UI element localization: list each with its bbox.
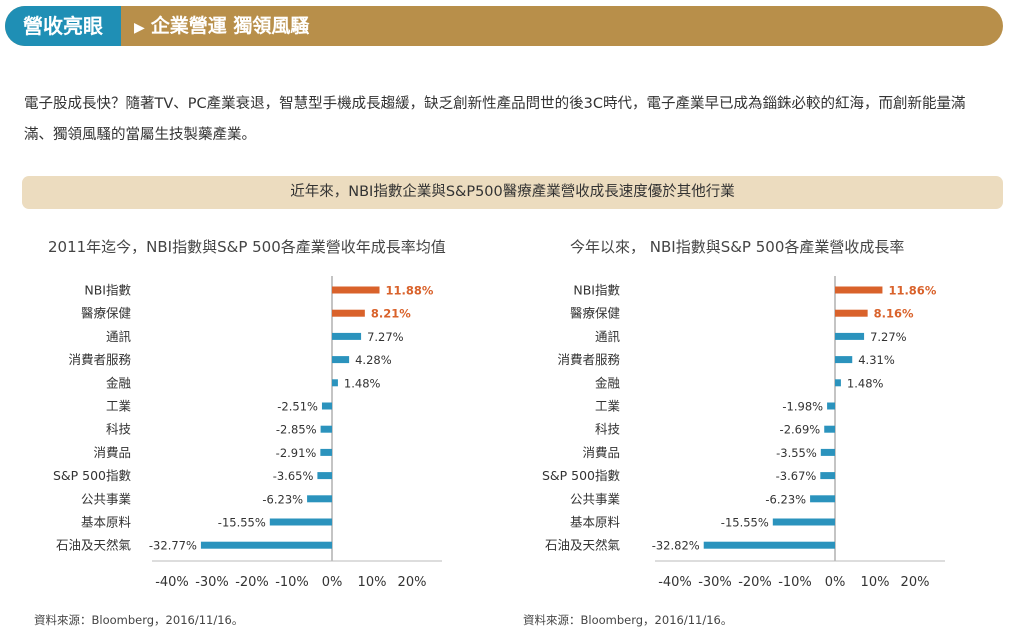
category-label: 金融	[595, 375, 621, 390]
x-tick-label: 20%	[398, 575, 427, 590]
data-label: 4.31%	[858, 353, 895, 367]
data-label: 11.88%	[386, 284, 434, 298]
data-label: -32.77%	[149, 539, 197, 553]
category-label: NBI指數	[84, 283, 131, 298]
data-label: 1.48%	[344, 376, 381, 390]
bar	[835, 379, 841, 387]
data-label: -3.65%	[273, 469, 314, 483]
bar	[835, 286, 883, 294]
intro-paragraph: 電子股成長快？隨著TV、PC產業衰退，智慧型手機成長趨緩，缺乏創新性產品問世的後…	[24, 96, 966, 143]
bar	[703, 541, 835, 549]
category-label: 消費品	[93, 445, 131, 460]
x-tick-label: -40%	[658, 575, 692, 590]
chart-title-left: 2011年迄今，NBI指數與S&P 500各產業營收年成長率均值	[48, 238, 446, 256]
category-label: 工業	[106, 399, 132, 414]
chart-left: NBI指數 11.88% 醫療保健 8.21% 通訊 7.27% 消費者服務 4.28% 金融 1…	[53, 276, 442, 590]
header-bar	[5, 6, 1003, 46]
data-label: -2.85%	[276, 423, 317, 437]
category-label: 石油及天然氣	[545, 538, 620, 553]
x-tick-label: 10%	[358, 575, 387, 590]
bar	[332, 286, 380, 294]
x-tick-label: -30%	[195, 575, 229, 590]
bar	[320, 425, 332, 433]
data-label: -6.23%	[262, 492, 303, 506]
chart-banner: 近年來，NBI指數企業與S&P500醫療產業營收成長速度優於其他行業	[22, 176, 1003, 209]
data-label: -32.82%	[652, 539, 700, 553]
category-label: 醫療保健	[570, 306, 621, 321]
data-label: -15.55%	[218, 516, 266, 530]
bar	[332, 309, 365, 317]
data-label: 1.48%	[847, 376, 884, 390]
x-tick-label: -40%	[155, 575, 189, 590]
category-label: 通訊	[595, 329, 621, 344]
bar	[332, 332, 362, 340]
play-triangle-icon: ▶	[134, 20, 145, 36]
header-badge: 營收亮眼	[5, 6, 121, 46]
bar	[307, 495, 332, 503]
data-label: -6.23%	[765, 492, 806, 506]
bar	[332, 356, 350, 364]
data-label: 7.27%	[367, 330, 404, 344]
bar	[835, 332, 865, 340]
x-tick-label: -10%	[275, 575, 309, 590]
category-label: NBI指數	[573, 283, 620, 298]
x-tick-label: 0%	[322, 575, 343, 590]
bar	[820, 472, 835, 480]
x-tick-label: -30%	[698, 575, 732, 590]
category-label: 公共事業	[81, 491, 132, 506]
bar	[269, 518, 332, 526]
data-label: -1.98%	[782, 400, 823, 414]
category-label: 消費者服務	[68, 352, 131, 367]
data-label: -2.51%	[277, 400, 318, 414]
category-label: 消費者服務	[557, 352, 620, 367]
x-tick-label: 10%	[861, 575, 890, 590]
bar	[835, 356, 853, 364]
category-label: 醫療保健	[81, 306, 132, 321]
x-tick-label: -20%	[235, 575, 269, 590]
header-title-text: 企業營運 獨領風騷	[150, 15, 310, 37]
data-label: -3.55%	[776, 446, 817, 460]
category-label: 基本原料	[570, 515, 621, 530]
bar	[200, 541, 332, 549]
data-label: -2.69%	[780, 423, 821, 437]
category-label: 科技	[106, 422, 132, 437]
category-label: 通訊	[106, 329, 132, 344]
source-note-right: 資料來源：Bloomberg，2016/11/16。	[523, 613, 733, 627]
x-tick-label: 20%	[901, 575, 930, 590]
data-label: -3.67%	[776, 469, 817, 483]
bar	[772, 518, 835, 526]
data-label: 8.21%	[371, 307, 411, 321]
bar	[835, 309, 868, 317]
bar	[820, 448, 835, 456]
data-label: -2.91%	[276, 446, 317, 460]
chart-title-right: 今年以來， NBI指數與S&P 500各產業營收成長率	[570, 238, 905, 256]
category-label: 工業	[595, 399, 621, 414]
category-label: 公共事業	[570, 491, 621, 506]
bar	[827, 402, 835, 410]
category-label: 科技	[595, 422, 621, 437]
chart-right: NBI指數 11.86% 醫療保健 8.16% 通訊 7.27% 消費者服務 4.31% 金融 1…	[542, 276, 945, 590]
category-label: S&P 500指數	[542, 468, 621, 483]
bar	[317, 472, 332, 480]
data-label: 8.16%	[874, 307, 914, 321]
x-tick-label: -10%	[778, 575, 812, 590]
bar	[824, 425, 835, 433]
data-label: -15.55%	[721, 516, 769, 530]
data-label: 7.27%	[870, 330, 907, 344]
data-label: 11.86%	[888, 284, 936, 298]
x-tick-label: 0%	[825, 575, 846, 590]
bar	[332, 379, 338, 387]
category-label: 消費品	[582, 445, 620, 460]
data-label: 4.28%	[355, 353, 392, 367]
bar	[810, 495, 835, 503]
bar	[321, 402, 332, 410]
category-label: 基本原料	[81, 515, 132, 530]
bar	[320, 448, 332, 456]
category-label: 金融	[106, 375, 132, 390]
category-label: 石油及天然氣	[56, 538, 131, 553]
x-tick-label: -20%	[738, 575, 772, 590]
category-label: S&P 500指數	[53, 468, 132, 483]
source-note-left: 資料來源：Bloomberg，2016/11/16。	[34, 613, 244, 627]
header-title: ▶ 企業營運 獨領風騷	[134, 6, 309, 46]
